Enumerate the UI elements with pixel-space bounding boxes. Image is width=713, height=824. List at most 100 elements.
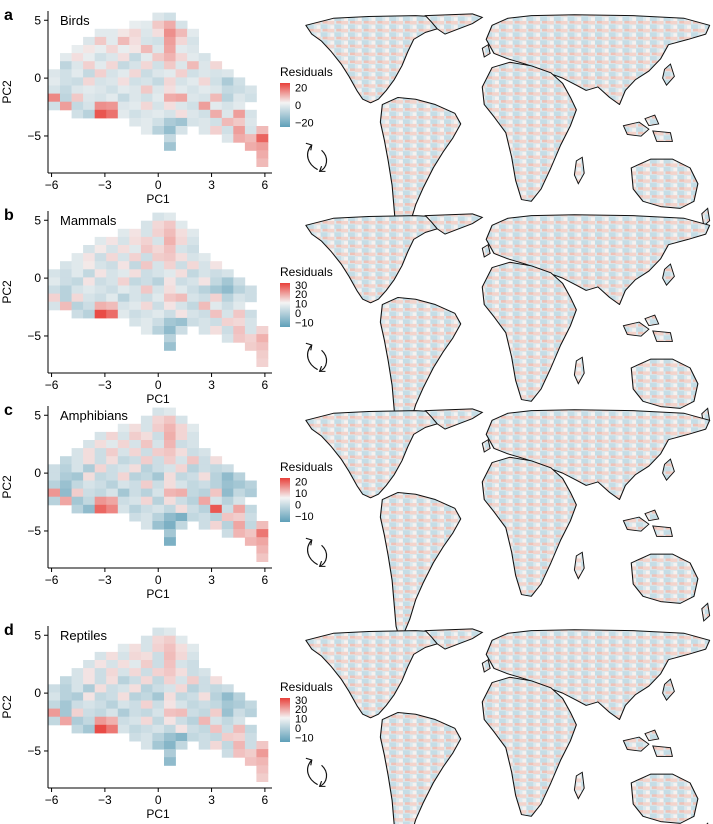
heatmap-cell: [164, 423, 176, 433]
residual-map: [305, 408, 711, 641]
heatmap-cell: [106, 684, 119, 693]
heatmap-cell: [244, 93, 257, 103]
heatmap-cell: [140, 472, 153, 481]
heatmap-cell: [164, 277, 176, 286]
heatmap-cell: [106, 472, 119, 481]
heatmap-cell: [106, 45, 119, 54]
heatmap-cell: [48, 480, 61, 490]
heatmap-cell: [233, 529, 246, 538]
heatmap-cell: [94, 724, 107, 734]
heatmap-cell: [152, 293, 165, 303]
heatmap-cell: [140, 741, 153, 750]
heatmap-cell: [221, 269, 234, 278]
heatmap-cell: [198, 684, 211, 693]
heatmap-cell: [233, 101, 246, 111]
heatmap-cell: [60, 61, 72, 70]
heatmap-cell: [175, 668, 188, 677]
heatmap-cell: [106, 488, 119, 498]
heatmap-cell: [187, 253, 199, 262]
heatmap-cell: [129, 77, 142, 86]
heatmap-cell: [210, 716, 223, 726]
heatmap-cell: [152, 684, 165, 693]
heatmap-cell: [48, 277, 61, 286]
heatmap-cell: [129, 20, 142, 30]
heatmap-cell: [175, 285, 188, 295]
heatmap-cell: [129, 245, 142, 254]
heatmap-cell: [187, 651, 199, 661]
heatmap-cell: [175, 741, 188, 750]
heatmap-cell: [71, 716, 84, 726]
y-axis-label: PC2: [0, 475, 14, 499]
southeast-asia-islands: [622, 114, 673, 142]
heatmap-cell: [140, 261, 153, 270]
heatmap-cell: [221, 692, 234, 701]
heatmap-cell: [152, 69, 165, 78]
heatmap-cell: [129, 228, 142, 238]
heatmap-cell: [187, 423, 199, 433]
heatmap-cell: [152, 472, 165, 481]
heatmap-cell: [152, 448, 165, 457]
heatmap-cell: [187, 684, 199, 693]
heatmap-cell: [210, 277, 223, 286]
heatmap-cell: [83, 716, 95, 726]
heatmap-cell: [48, 700, 61, 710]
heatmap-cell: [175, 277, 188, 286]
heatmap-cell: [117, 101, 130, 111]
heatmap-cell: [210, 285, 223, 295]
heatmap-cell: [187, 440, 199, 449]
heatmap-cell: [71, 488, 84, 498]
heatmap-cell: [233, 692, 246, 701]
heatmap-cell: [175, 504, 188, 514]
north-america-landmass: [305, 410, 458, 499]
heatmap-cell: [140, 431, 153, 441]
heatmap-cell: [210, 496, 223, 506]
y-tick-label: 5: [34, 213, 41, 227]
heatmap-cell: [106, 293, 119, 303]
heatmap-cell: [140, 285, 153, 295]
heatmap-cell: [164, 269, 176, 278]
heatmap-cell: [152, 301, 165, 311]
heatmap-cell: [175, 228, 188, 238]
heatmap-cell: [198, 496, 211, 506]
heatmap-cell: [210, 293, 223, 303]
heatmap-cell: [94, 431, 107, 441]
residual-map: [305, 13, 711, 246]
heatmap-cell: [187, 732, 199, 742]
heatmap-cell: [140, 464, 153, 473]
greenland-landmass: [424, 628, 484, 650]
heatmap-cell: [210, 301, 223, 311]
heatmap-cell: [94, 692, 107, 701]
heatmap-cell: [198, 293, 211, 303]
heatmap-cell: [187, 660, 199, 669]
heatmap-cell: [129, 496, 142, 506]
heatmap-cell: [221, 117, 234, 127]
australia-landmass: [630, 553, 699, 604]
heatmap-cell: [221, 93, 234, 103]
world-map: [305, 628, 711, 824]
heatmap-cell: [106, 504, 119, 514]
heatmap-cell: [244, 504, 257, 514]
heatmap-cell: [129, 651, 142, 661]
heatmap-cell: [129, 512, 142, 522]
heatmap-cell: [152, 716, 165, 726]
heatmap-cell: [83, 253, 95, 262]
heatmap-cell: [164, 212, 176, 222]
panel-letter: d: [4, 622, 14, 639]
heatmap-cell: [175, 488, 188, 498]
heatmap-cell: [94, 684, 107, 693]
heatmap-cell: [152, 269, 165, 278]
heatmap-cell: [129, 472, 142, 481]
y-tick-label: 0: [34, 271, 41, 285]
heatmap-cell: [152, 326, 165, 335]
legend-tick-label: 10: [295, 714, 307, 726]
heatmap-cell: [152, 245, 165, 254]
heatmap-cell: [129, 456, 142, 465]
heatmap-cell: [152, 415, 165, 425]
heatmap-cell: [164, 228, 176, 238]
heatmap-cell: [175, 93, 188, 103]
heatmap-cell: [117, 423, 130, 433]
heatmap-cell: [256, 765, 269, 774]
heatmap-cell: [175, 245, 188, 254]
heatmap-cell: [140, 692, 153, 701]
heatmap-cell: [221, 521, 234, 530]
